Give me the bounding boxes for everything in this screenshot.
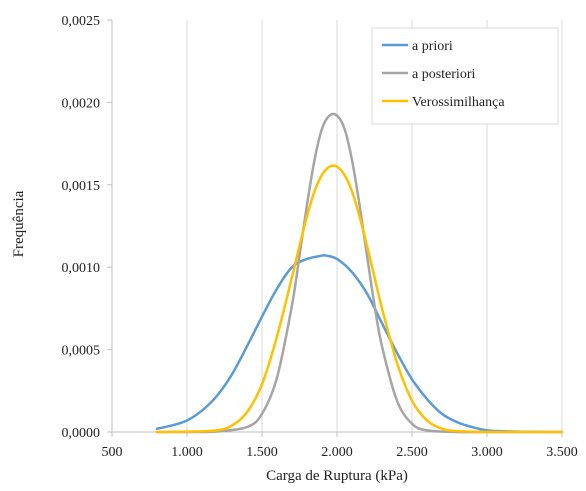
x-tick-label: 2.000 [321,445,353,460]
series-lines [155,112,564,434]
x-axis-title: Carga de Ruptura (kPa) [266,468,408,484]
x-tick-label: 2.500 [396,445,428,460]
y-tick-label: 0,0015 [62,179,101,194]
legend-label: a posteriori [412,67,475,82]
legend-label: a priori [412,39,453,54]
y-tick-label: 0,0020 [62,96,101,111]
tick-labels: 500 1.000 1.500 2.000 2.500 3.000 3.500 0,0000 0… [62,14,578,460]
x-tick-label: 1.000 [171,445,203,460]
x-tick-label: 3.000 [471,445,503,460]
x-tick-label: 500 [102,445,123,460]
legend-label: Verossimilhança [412,95,505,110]
series-line-1 [155,254,564,434]
y-axis-title: Frequência [11,190,27,257]
legend: a priori a posteriori Verossimilhança [371,27,559,125]
x-tick-label: 1.500 [246,445,278,460]
series-line-2 [155,112,564,434]
series-line-3 [155,164,564,434]
y-tick-label: 0,0010 [62,261,101,276]
y-tick-label: 0,0025 [62,14,101,29]
y-tick-label: 0,0005 [62,344,101,359]
y-tick-label: 0,0000 [62,426,101,441]
x-tick-label: 3.500 [546,445,578,460]
